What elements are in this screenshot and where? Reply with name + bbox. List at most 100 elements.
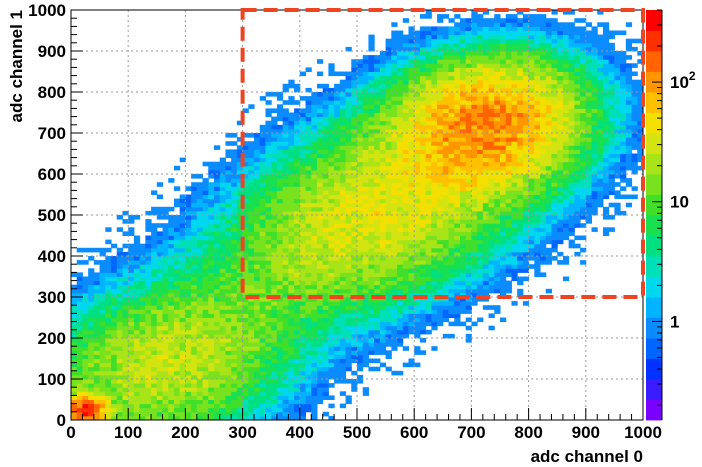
heatmap-cell — [208, 407, 215, 413]
heatmap-cell — [231, 276, 238, 282]
heatmap-cell — [328, 342, 335, 347]
heatmap-cell — [254, 358, 261, 364]
heatmap-cell — [334, 321, 341, 327]
heatmap-cell — [236, 403, 244, 409]
heatmap-cell — [156, 387, 164, 392]
heatmap-cell — [208, 227, 215, 232]
heatmap-cell — [477, 174, 484, 179]
heatmap-cell — [71, 292, 78, 298]
heatmap-cell — [254, 165, 261, 171]
heatmap-cell — [162, 235, 169, 241]
heatmap-cell — [408, 276, 415, 282]
heatmap-cell — [482, 92, 490, 97]
heatmap-cell — [374, 112, 381, 118]
heatmap-cell — [459, 165, 467, 171]
heatmap-cell — [248, 387, 255, 392]
heatmap-cell — [173, 243, 181, 249]
heatmap-cell — [111, 276, 118, 282]
heatmap-cell — [425, 26, 432, 31]
heatmap-cell — [191, 313, 198, 318]
heatmap-cell — [397, 34, 404, 40]
heatmap-cell — [122, 391, 129, 396]
heatmap-cell — [500, 71, 507, 77]
heatmap-cell — [299, 284, 307, 290]
heatmap-cell — [351, 280, 358, 286]
heatmap-cell — [385, 313, 392, 318]
heatmap-cell — [259, 231, 266, 236]
heatmap-cell — [276, 137, 284, 142]
heatmap-cell — [385, 174, 392, 179]
heatmap-cell — [459, 272, 467, 277]
heatmap-cell — [339, 223, 347, 228]
heatmap-cell — [454, 280, 461, 286]
heatmap-cell — [271, 116, 278, 122]
heatmap-cell — [265, 210, 272, 216]
heatmap-cell — [465, 260, 472, 265]
heatmap-cell — [385, 297, 392, 302]
heatmap-cell — [431, 223, 438, 228]
heatmap-cell — [214, 325, 221, 331]
heatmap-cell — [259, 374, 266, 380]
heatmap-cell — [305, 247, 312, 253]
heatmap-cell — [368, 87, 375, 93]
heatmap-cell — [208, 268, 215, 273]
heatmap-cell — [379, 338, 387, 343]
heatmap-cell — [76, 280, 83, 286]
heatmap-cell — [271, 149, 278, 154]
heatmap-cell — [482, 161, 490, 167]
heatmap-cell — [105, 276, 112, 282]
heatmap-cell — [282, 292, 289, 298]
heatmap-cell — [71, 374, 78, 380]
heatmap-cell — [368, 329, 375, 335]
heatmap-cell — [437, 174, 444, 179]
heatmap-cell — [311, 321, 318, 327]
heatmap-cell — [173, 411, 181, 417]
heatmap-cell — [379, 96, 387, 101]
heatmap-cell — [391, 104, 398, 109]
heatmap-cell — [357, 276, 364, 282]
heatmap-cell — [339, 198, 347, 204]
heatmap-cell — [191, 198, 198, 204]
heatmap-cell — [448, 120, 455, 126]
heatmap-cell — [379, 67, 387, 72]
heatmap-cell — [431, 260, 438, 265]
heatmap-cell — [282, 342, 289, 347]
heatmap-cell — [168, 301, 175, 306]
heatmap-cell — [402, 42, 409, 48]
heatmap-cell — [454, 169, 461, 175]
heatmap-cell — [145, 272, 152, 277]
heatmap-cell — [294, 338, 301, 343]
heatmap-cell — [408, 59, 415, 64]
heatmap-cell — [454, 157, 461, 163]
heatmap-cell — [408, 210, 415, 216]
heatmap-cell — [271, 399, 278, 405]
heatmap-cell — [276, 223, 284, 228]
heatmap-cell — [254, 391, 261, 396]
heatmap-cell — [408, 55, 415, 60]
heatmap-cell — [351, 358, 358, 364]
heatmap-cell — [328, 219, 335, 224]
heatmap-cell — [402, 268, 409, 273]
heatmap-cell — [242, 219, 249, 224]
heatmap-cell — [254, 256, 261, 261]
heatmap-cell — [391, 288, 398, 294]
heatmap-cell — [465, 133, 472, 138]
heatmap-cell — [254, 313, 261, 318]
heatmap-cell — [459, 305, 467, 310]
heatmap-cell — [345, 141, 352, 146]
heatmap-cell — [173, 366, 181, 372]
heatmap-cell — [179, 272, 186, 277]
heatmap-cell — [442, 96, 450, 101]
heatmap-cell — [368, 46, 375, 52]
heatmap-cell — [288, 338, 295, 343]
heatmap-cell — [379, 182, 387, 187]
heatmap-cell — [236, 260, 244, 265]
heatmap-cell — [334, 157, 341, 163]
heatmap-cell — [288, 178, 295, 183]
heatmap-cell — [259, 124, 266, 130]
heatmap-cell — [391, 231, 398, 236]
heatmap-cell — [294, 215, 301, 220]
heatmap-cell — [151, 305, 158, 310]
heatmap-cell — [191, 174, 198, 179]
heatmap-cell — [196, 186, 204, 191]
